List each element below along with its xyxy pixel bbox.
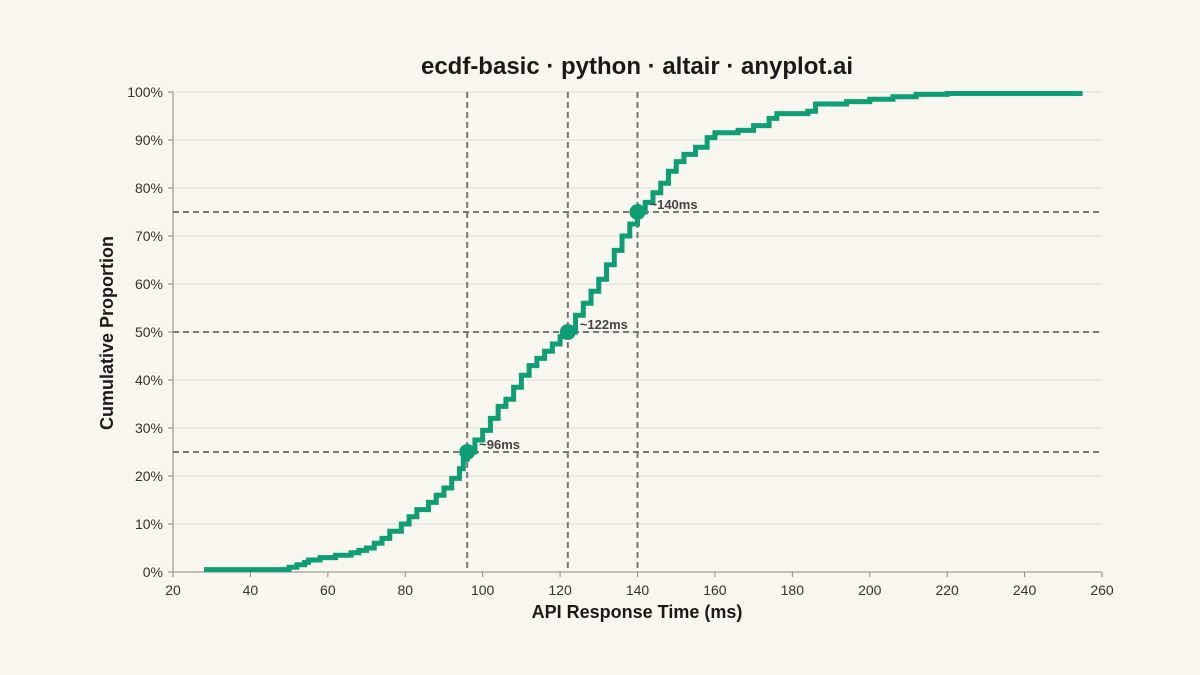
x-tick-label: 80 (397, 582, 413, 598)
x-tick-label: 180 (781, 582, 805, 598)
y-tick-label: 60% (135, 276, 163, 292)
y-tick-label: 10% (135, 516, 163, 532)
quantile-label: ~96ms (479, 437, 520, 452)
x-tick-label: 20 (165, 582, 181, 598)
x-tick-label: 40 (243, 582, 259, 598)
y-tick-label: 80% (135, 180, 163, 196)
x-tick-label: 160 (703, 582, 727, 598)
quantile-label: ~140ms (650, 197, 698, 212)
x-tick-label: 240 (1013, 582, 1037, 598)
quantile-marker (459, 444, 476, 460)
quantile-marker (559, 324, 576, 340)
chart-title: ecdf-basic · python · altair · anyplot.a… (421, 53, 853, 80)
quantile-points: ~96ms ~122ms ~140ms (459, 197, 698, 460)
x-tick-label: 140 (626, 582, 650, 598)
x-tick-label: 120 (548, 582, 572, 598)
quantile-marker (629, 204, 646, 220)
y-tick-label: 50% (135, 324, 163, 340)
axis-layer: 0% 10% 20% 30% 40% 50% 60% 70% 80% 90% 100% 20 40 60 8… (127, 84, 1114, 598)
x-tick-label: 60 (320, 582, 336, 598)
x-tick-label: 100 (471, 582, 495, 598)
x-tick-label: 260 (1090, 582, 1114, 598)
x-tick-label: 200 (858, 582, 882, 598)
y-tick-label: 20% (135, 468, 163, 484)
y-tick-label: 0% (143, 564, 163, 580)
y-tick-label: 30% (135, 420, 163, 436)
x-tick-label: 220 (935, 582, 959, 598)
x-axis-title: API Response Time (ms) (532, 602, 743, 622)
series-layer (203, 90, 1083, 573)
y-tick-label: 100% (127, 84, 163, 100)
y-tick-label: 70% (135, 228, 163, 244)
y-tick-label: 90% (135, 132, 163, 148)
ecdf-series-line (203, 90, 1083, 573)
quantile-label: ~122ms (580, 317, 628, 332)
reference-lines (173, 92, 1102, 572)
y-axis-title: Cumulative Proportion (97, 236, 117, 430)
y-tick-label: 40% (135, 372, 163, 388)
